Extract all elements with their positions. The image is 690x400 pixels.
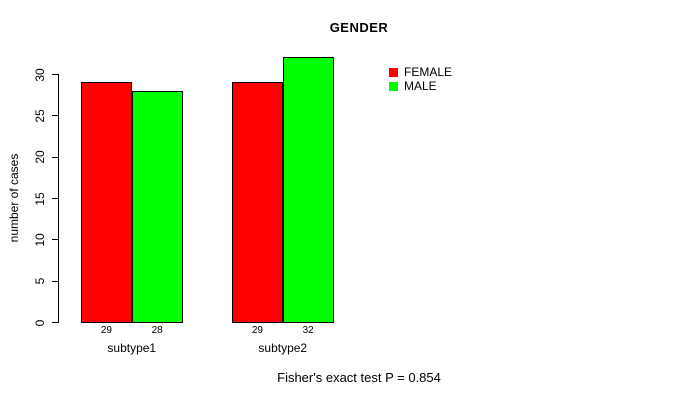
legend-item-male: MALE <box>389 80 452 93</box>
y-axis-tick <box>52 115 58 117</box>
y-axis-label: number of cases <box>7 153 21 243</box>
y-axis-tick <box>52 239 58 241</box>
bar-value-label: 29 <box>100 324 112 336</box>
legend-item-female: FEMALE <box>389 66 452 79</box>
y-axis-tick <box>52 74 58 75</box>
y-axis-tick-label: 25 <box>33 109 47 123</box>
legend-swatch-female <box>389 68 398 77</box>
legend-swatch-male <box>389 82 398 91</box>
y-axis-tick <box>52 198 58 199</box>
y-axis-tick-label: 0 <box>33 319 47 326</box>
fisher-test-annotation: Fisher's exact test P = 0.854 <box>277 370 441 385</box>
y-axis-tick <box>52 322 58 323</box>
y-axis-tick <box>52 280 58 282</box>
bar-subtype2-male <box>282 57 334 323</box>
category-label: subtype1 <box>107 341 157 355</box>
y-axis-tick <box>52 156 58 158</box>
bar-subtype1-female <box>81 82 132 323</box>
legend: FEMALE MALE <box>389 66 452 94</box>
chart-title: GENDER <box>329 20 389 35</box>
y-axis-tick-label: 10 <box>33 233 47 247</box>
legend-label-male: MALE <box>404 79 437 93</box>
bar-value-label: 29 <box>251 324 263 336</box>
y-axis-tick-label: 20 <box>33 150 47 164</box>
bar-subtype1-male <box>131 90 183 323</box>
y-axis-line <box>58 74 59 323</box>
y-axis-tick-label: 30 <box>33 67 47 82</box>
y-axis-tick-label: 15 <box>33 191 47 206</box>
legend-label-female: FEMALE <box>404 65 453 79</box>
bar-value-label: 32 <box>302 324 314 336</box>
bar-subtype2-female <box>232 82 283 323</box>
bar-value-label: 28 <box>151 324 163 336</box>
y-axis-tick-label: 5 <box>33 277 47 285</box>
category-label: subtype2 <box>258 341 308 355</box>
